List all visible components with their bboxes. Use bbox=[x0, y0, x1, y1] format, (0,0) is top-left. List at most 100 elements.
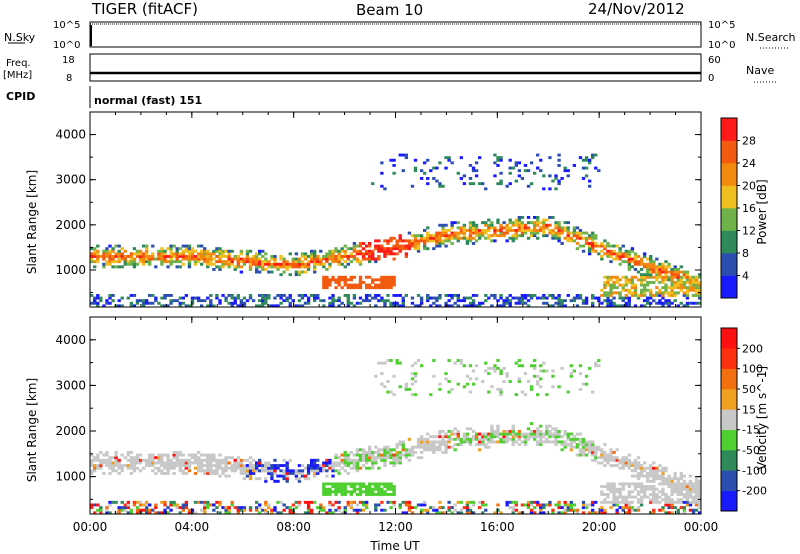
colorbar-tick-label: 12 bbox=[742, 225, 756, 238]
heatmap-cell bbox=[294, 252, 299, 256]
heatmap-cell bbox=[423, 503, 427, 507]
heatmap-cell bbox=[230, 301, 234, 305]
heatmap-cell bbox=[410, 511, 415, 515]
heatmap-cell bbox=[444, 440, 448, 444]
heatmap-cell bbox=[352, 286, 357, 290]
heatmap-cell bbox=[484, 231, 488, 235]
heatmap-cell bbox=[132, 461, 137, 465]
heatmap-cell bbox=[670, 477, 674, 481]
heatmap-cell bbox=[230, 304, 234, 308]
heatmap-cell bbox=[673, 500, 677, 504]
heatmap-cell bbox=[490, 304, 494, 308]
x-tick-label: 00:00 bbox=[684, 520, 719, 534]
heatmap-cell bbox=[233, 458, 237, 462]
heatmap-cell bbox=[456, 382, 460, 386]
heatmap-cell bbox=[688, 500, 693, 504]
heatmap-cell bbox=[218, 268, 222, 271]
heatmap-cell bbox=[682, 495, 687, 499]
heatmap-cell bbox=[548, 500, 552, 504]
heatmap-cell bbox=[471, 226, 476, 230]
heatmap-cell bbox=[685, 500, 690, 504]
heatmap-cell bbox=[141, 503, 146, 507]
heatmap-cell bbox=[591, 247, 595, 251]
heatmap-cell bbox=[435, 304, 439, 308]
heatmap-cell bbox=[368, 255, 372, 258]
heatmap-cell bbox=[642, 490, 647, 494]
heatmap-cell bbox=[508, 182, 512, 186]
heatmap-cell bbox=[163, 471, 167, 475]
heatmap-cell bbox=[364, 453, 369, 457]
heatmap-cell bbox=[697, 281, 702, 284]
heatmap-cell bbox=[355, 249, 360, 253]
heatmap-cell bbox=[477, 304, 482, 308]
heatmap-cell bbox=[105, 450, 109, 454]
heatmap-cell bbox=[471, 500, 476, 504]
heatmap-cell bbox=[435, 435, 439, 439]
heatmap-cell bbox=[569, 503, 573, 507]
heatmap-cell bbox=[90, 461, 94, 465]
heatmap-cell bbox=[261, 294, 265, 297]
heatmap-cell bbox=[413, 393, 418, 397]
heatmap-cell bbox=[432, 445, 436, 449]
heatmap-cell bbox=[380, 278, 384, 282]
heatmap-cell bbox=[474, 161, 479, 165]
heatmap-cell bbox=[154, 461, 158, 465]
heatmap-cell bbox=[264, 469, 268, 473]
heatmap-cell bbox=[355, 469, 360, 473]
heatmap-cell bbox=[682, 479, 687, 483]
heatmap-cell bbox=[636, 485, 641, 489]
heatmap-cell bbox=[401, 448, 405, 452]
heatmap-cell bbox=[606, 453, 610, 457]
heatmap-cell bbox=[444, 432, 448, 436]
heatmap-cell bbox=[636, 471, 641, 475]
heatmap-cell bbox=[419, 435, 424, 439]
heatmap-cell bbox=[429, 236, 433, 240]
heatmap-cell bbox=[236, 466, 240, 470]
heatmap-cell bbox=[227, 249, 231, 253]
heatmap-cell bbox=[374, 286, 378, 290]
colorbar-segment bbox=[721, 490, 737, 512]
heatmap-cell bbox=[313, 255, 317, 258]
heatmap-cell bbox=[144, 249, 149, 253]
heatmap-cell bbox=[96, 453, 100, 457]
heatmap-cell bbox=[548, 440, 552, 444]
heatmap-cell bbox=[520, 221, 525, 225]
heatmap-cell bbox=[450, 294, 454, 297]
heatmap-cell bbox=[160, 458, 164, 462]
heatmap-cell bbox=[300, 304, 305, 308]
heatmap-cell bbox=[410, 450, 415, 454]
heatmap-cell bbox=[144, 511, 149, 515]
heatmap-cell bbox=[487, 234, 491, 238]
heatmap-cell bbox=[508, 437, 512, 441]
heatmap-cell bbox=[282, 262, 286, 266]
heatmap-cell bbox=[652, 490, 656, 494]
heatmap-cell bbox=[316, 469, 320, 473]
heatmap-cell bbox=[600, 288, 604, 292]
heatmap-cell bbox=[642, 278, 647, 282]
heatmap-cell bbox=[581, 443, 586, 447]
heatmap-cell bbox=[371, 487, 375, 491]
heatmap-cell bbox=[505, 229, 509, 232]
heatmap-cell bbox=[160, 249, 164, 253]
heatmap-cell bbox=[163, 464, 167, 468]
heatmap-cell bbox=[694, 278, 699, 282]
heatmap-cell bbox=[258, 252, 262, 256]
heatmap-cell bbox=[493, 153, 497, 157]
heatmap-cell bbox=[484, 294, 488, 297]
heatmap-cell bbox=[386, 453, 390, 457]
freq-label-line1: Freq. bbox=[6, 58, 31, 69]
heatmap-cell bbox=[542, 234, 546, 238]
heatmap-cell bbox=[129, 301, 134, 305]
heatmap-cell bbox=[426, 182, 430, 186]
heatmap-cell bbox=[477, 231, 482, 235]
heatmap-cell bbox=[404, 453, 409, 457]
heatmap-cell bbox=[496, 427, 500, 431]
heatmap-cell bbox=[578, 453, 583, 457]
heatmap-cell bbox=[676, 275, 680, 279]
heatmap-cell bbox=[132, 458, 137, 462]
heatmap-cell bbox=[331, 503, 335, 507]
heatmap-cell bbox=[575, 242, 580, 245]
heatmap-cell bbox=[624, 464, 628, 468]
heatmap-cell bbox=[587, 244, 592, 248]
heatmap-cell bbox=[264, 466, 268, 470]
